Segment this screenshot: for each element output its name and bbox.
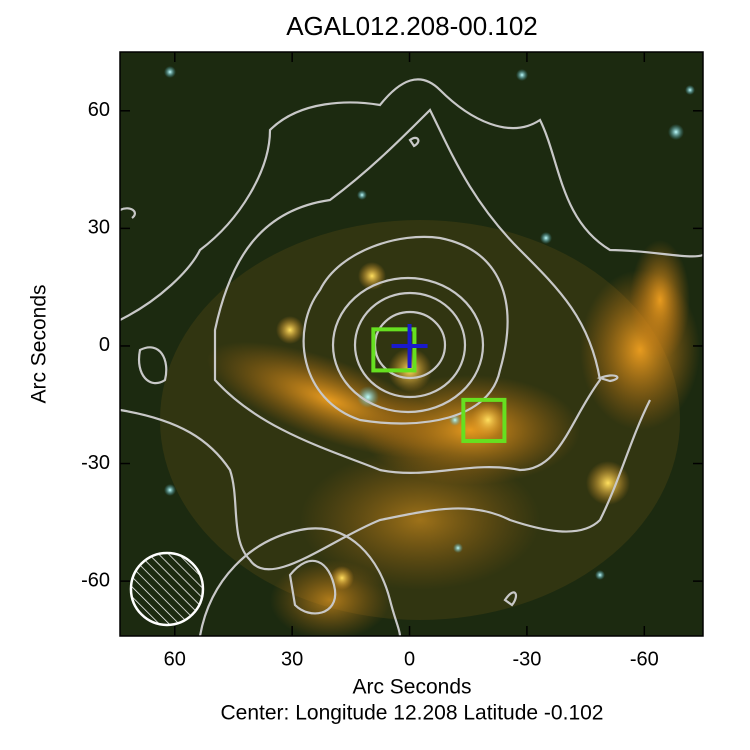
caption: Center: Longitude 12.208 Latitude -0.102 (221, 702, 604, 725)
y-axis-label: Arc Seconds (28, 284, 51, 403)
chart-title: AGAL012.208-00.102 (286, 11, 538, 41)
source-square (461, 397, 507, 443)
source-square (371, 327, 417, 373)
x-tick-label: 30 (281, 648, 303, 670)
y-tick-label: 0 (99, 334, 110, 356)
plot-frame (119, 51, 704, 637)
x-tick-label: -60 (630, 648, 659, 670)
x-tick-label: -30 (512, 648, 541, 670)
x-axis-label: Arc Seconds (352, 676, 471, 699)
image (120, 52, 703, 636)
y-tick-label: 60 (88, 99, 110, 121)
y-tick-label: 30 (88, 217, 110, 239)
beam (129, 551, 205, 627)
y-tick-label: -60 (81, 569, 110, 591)
x-tick-label: 60 (164, 648, 186, 670)
y-tick-label: -30 (81, 452, 110, 474)
x-tick-label: 0 (404, 648, 415, 670)
